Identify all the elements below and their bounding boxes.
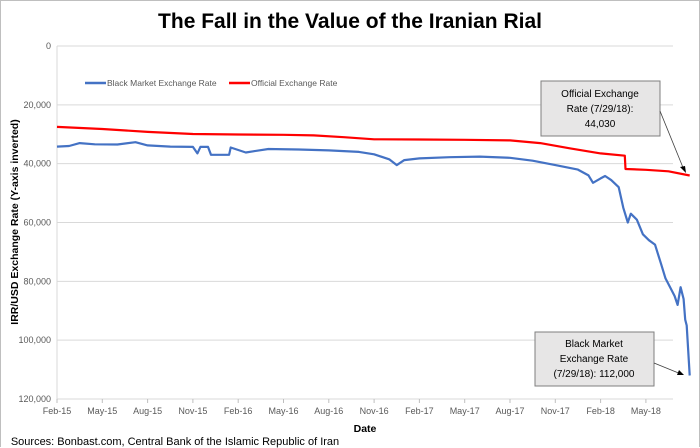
x-tick-label-Feb-16: Feb-16 xyxy=(224,406,253,416)
legend-label-black-market: Black Market Exchange Rate xyxy=(107,78,217,88)
legend: Black Market Exchange Rate Official Exch… xyxy=(85,78,338,88)
y-axis-title: IRR/USD Exchange Rate (Y-axis inverted) xyxy=(9,119,21,324)
legend-label-official: Official Exchange Rate xyxy=(251,78,338,88)
x-tick-label-May-16: May-16 xyxy=(268,406,298,416)
callout-black-market-line-3: (7/29/18): 112,000 xyxy=(554,369,635,380)
chart-title: The Fall in the Value of the Iranian Ria… xyxy=(158,10,542,33)
x-tick-label-Nov-17: Nov-17 xyxy=(541,406,570,416)
series-lines xyxy=(56,125,691,376)
x-tick-label-Aug-17: Aug-17 xyxy=(495,406,524,416)
y-axis-ticks: 0 20,000 40,000 60,000 80,000 100,000 120,000 xyxy=(18,41,51,404)
callout-black-market-arrowhead xyxy=(677,370,684,375)
x-tick-label-Feb-15: Feb-15 xyxy=(43,406,72,416)
x-tick-label-Feb-18: Feb-18 xyxy=(586,406,615,416)
callout-black-market-arrow xyxy=(653,362,682,375)
x-axis-title: Date xyxy=(354,423,377,435)
x-tick-label-May-18: May-18 xyxy=(631,406,661,416)
callout-official-arrow xyxy=(659,110,685,171)
y-tick-label-80000: 80,000 xyxy=(23,276,51,286)
y-tick-label-60000: 60,000 xyxy=(23,218,51,228)
x-tick-label-Nov-16: Nov-16 xyxy=(360,406,389,416)
callout-official-line-1: Official Exchange xyxy=(561,89,639,100)
callout-black-market-line-2: Exchange Rate xyxy=(560,354,629,365)
y-tick-label-40000: 40,000 xyxy=(23,159,51,169)
callout-official: Official Exchange Rate (7/29/18): 44,030 xyxy=(540,80,686,173)
series-line-black-market xyxy=(56,141,691,376)
y-tick-label-100000: 100,000 xyxy=(18,335,51,345)
y-tick-label-120000: 120,000 xyxy=(18,394,51,404)
x-tick-label-May-17: May-17 xyxy=(450,406,480,416)
callout-official-box xyxy=(540,80,661,137)
source-note: Sources: Bonbast.com, Central Bank of th… xyxy=(10,436,340,448)
callout-official-arrowhead xyxy=(680,166,686,173)
callout-official-line-2: Rate (7/29/18): xyxy=(567,104,634,115)
callout-black-market-line-1: Black Market xyxy=(565,339,623,350)
x-tick-label-Aug-16: Aug-16 xyxy=(314,406,343,416)
x-tick-label-May-15: May-15 xyxy=(87,406,117,416)
x-tick-label-Feb-17: Feb-17 xyxy=(405,406,434,416)
callout-black-market-box xyxy=(534,331,655,387)
x-tick-label-Nov-15: Nov-15 xyxy=(178,406,207,416)
x-axis-ticks: Feb-15 May-15 Aug-15 Nov-15 Feb-16 May-16 Aug-… xyxy=(43,399,661,416)
callout-black-market: Black Market Exchange Rate (7/29/18): 11… xyxy=(534,331,684,387)
x-tick-label-Aug-15: Aug-15 xyxy=(133,406,162,416)
y-tick-label-0: 0 xyxy=(46,41,51,51)
callout-official-line-3: 44,030 xyxy=(585,119,616,130)
y-tick-label-20000: 20,000 xyxy=(23,100,51,110)
series-line-official xyxy=(56,125,690,177)
